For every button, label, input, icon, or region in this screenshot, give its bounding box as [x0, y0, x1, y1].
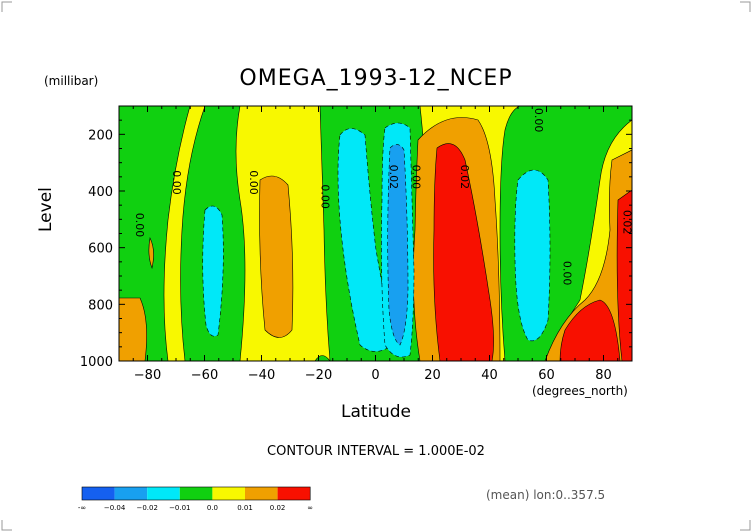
colorbar-label: −0.04 [104, 504, 126, 512]
colorbar-label: 0.0 [207, 504, 218, 512]
y-tick-label: 1000 [80, 355, 113, 370]
contour-region [202, 205, 224, 337]
contour-label: 0.00 [247, 170, 260, 195]
x-tick-label: −40 [248, 368, 275, 383]
contour-region [514, 169, 551, 342]
contour-label: 0.00 [133, 213, 146, 238]
mean-longitude-info: (mean) lon:0..357.5 [486, 488, 606, 502]
colorbar-segment [147, 487, 180, 500]
contour-region [616, 189, 632, 361]
colorbar-label: −0.02 [136, 504, 157, 512]
x-tick-label: 20 [424, 368, 441, 383]
colorbar-segment [114, 487, 148, 500]
contour-label: 0.00 [410, 165, 423, 190]
colorbar-segment [277, 487, 311, 500]
contour-region [559, 299, 621, 361]
y-tick-label: 800 [88, 298, 113, 313]
x-tick-label: 40 [481, 368, 498, 383]
x-unit-label: (degrees_north) [532, 384, 628, 398]
colorbar-segment [245, 487, 278, 500]
contour-interval-text: CONTOUR INTERVAL = 1.000E-02 [267, 444, 485, 459]
contour-label: 0.00 [318, 184, 331, 209]
contour-region [259, 175, 294, 338]
colorbar-label: -∞ [78, 504, 86, 512]
plot-axes: −80 −60 −40 −20 0 20 40 60 80 200 400 600 800 1000 [80, 105, 633, 383]
contour-region [148, 237, 154, 270]
colorbar-segment [82, 487, 115, 500]
contour-label: 0.00 [532, 108, 545, 132]
x-tick-label: 60 [538, 368, 555, 383]
y-unit-label: (millibar) [44, 74, 99, 88]
colorbar-segment [212, 487, 245, 500]
x-axis-label: Latitude [341, 402, 411, 422]
contour-fill [119, 106, 632, 361]
x-tick-label: −60 [191, 368, 218, 383]
contour-label: 0.00 [170, 170, 183, 195]
colorbar-label: −0.01 [169, 504, 190, 512]
x-tick-label: 0 [371, 368, 379, 383]
contour-region [433, 143, 494, 361]
colorbar-label: 0.01 [237, 504, 253, 512]
contour-region [119, 106, 191, 361]
colorbar-label: 0.02 [270, 504, 286, 512]
colorbar-label: ∞ [307, 504, 313, 512]
contour-region [544, 149, 632, 361]
x-tick-label: 80 [595, 368, 612, 383]
contour-region [387, 144, 409, 346]
colorbar-segment [179, 487, 213, 500]
contour-label: 0.02 [620, 210, 633, 235]
contour-label: 0.00 [561, 261, 574, 286]
y-tick-label: 400 [88, 185, 113, 200]
colorbar: -∞ −0.04 −0.02 −0.01 0.0 0.01 0.02 ∞ [78, 486, 313, 512]
chart-title: OMEGA_1993-12_NCEP [239, 66, 513, 91]
colorbar-frame [81, 486, 311, 501]
x-tick-label: −80 [134, 368, 161, 383]
y-tick-label: 200 [88, 128, 113, 143]
contour-region [119, 297, 147, 361]
contour-labels: 0.00 0.00 0.00 0.00 0.02 0.00 0.02 0.00 0.00 0.02 [133, 108, 633, 286]
contour-label: 0.02 [387, 165, 400, 190]
y-tick-label: 600 [88, 242, 113, 257]
contour-label: 0.02 [458, 165, 471, 190]
x-tick-label: −20 [305, 368, 332, 383]
